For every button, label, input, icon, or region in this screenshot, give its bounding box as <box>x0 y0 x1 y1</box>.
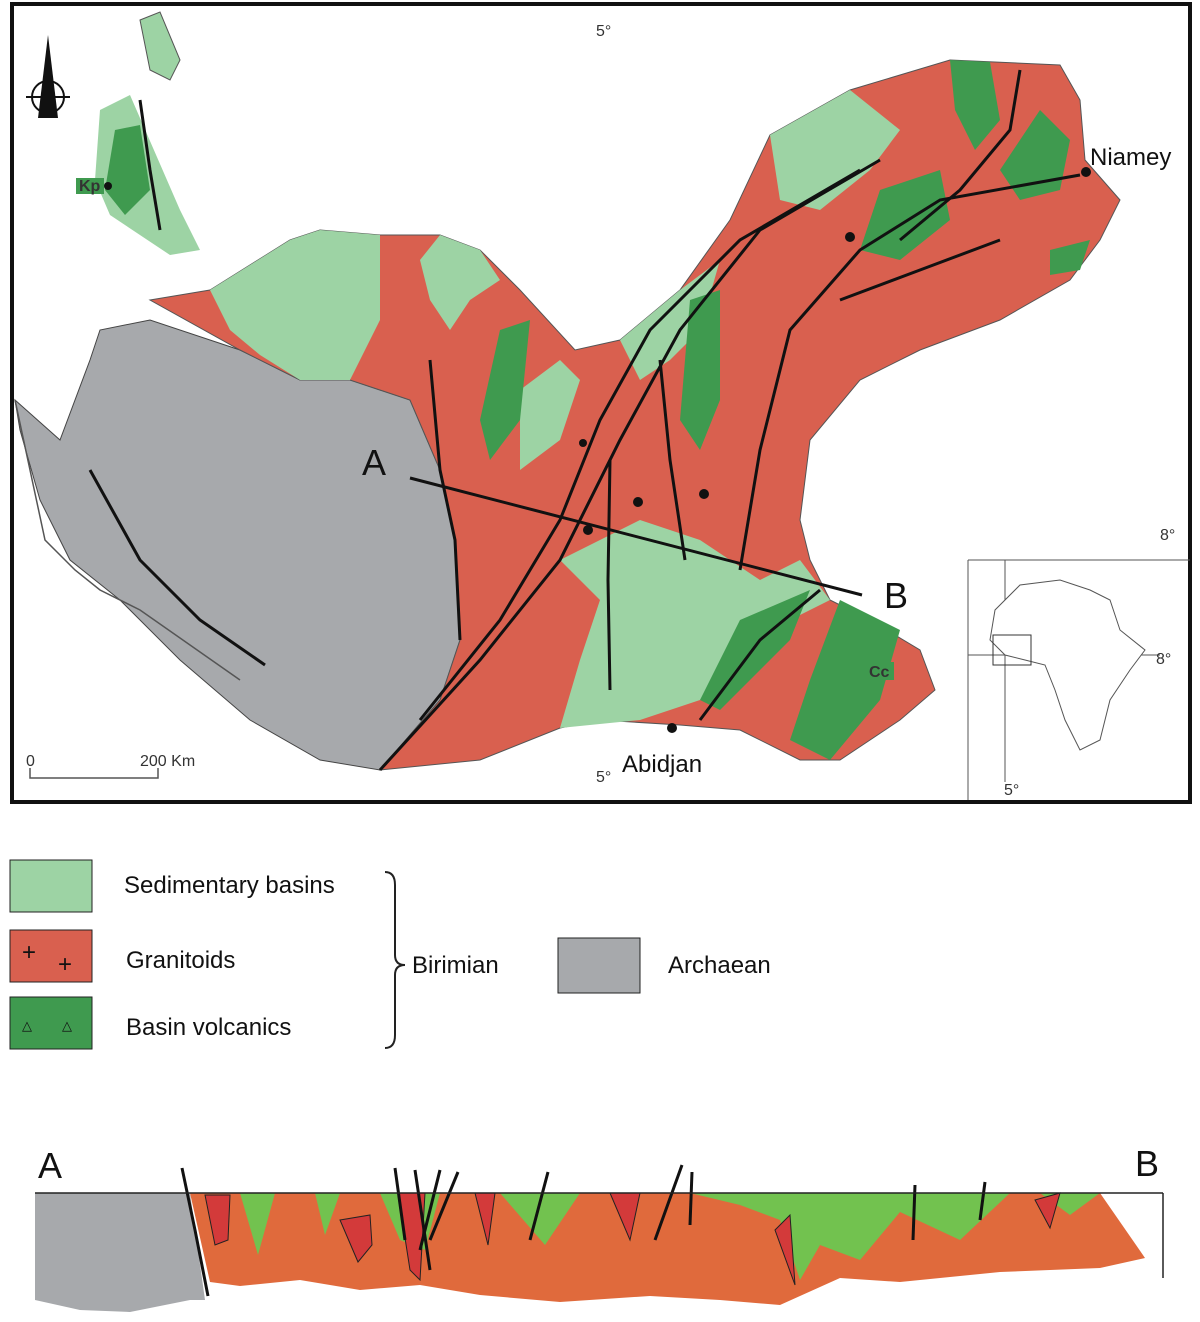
map-shape <box>738 173 1081 571</box>
map-shape <box>658 359 687 561</box>
legend-label: Basin volcanics <box>126 1014 291 1041</box>
map-shape <box>104 182 112 190</box>
sedimentary-basin <box>210 230 380 380</box>
map-shape <box>500 1193 580 1245</box>
basin-volcanics <box>105 125 150 215</box>
legend-swatch <box>9 929 93 983</box>
map-shape <box>839 238 1001 302</box>
map-shape <box>633 497 643 507</box>
legend-swatch <box>9 996 93 1050</box>
map-shape <box>583 525 593 535</box>
graticule-label: 5° <box>596 23 611 40</box>
map-shape <box>88 469 266 667</box>
sedimentary-basin <box>520 360 580 470</box>
graticule-label: 8° <box>1160 527 1175 544</box>
graticule-label: 5° <box>596 769 611 786</box>
basin-volcanics <box>1000 110 1070 200</box>
legend-label: Granitoids <box>126 947 235 974</box>
map-shape <box>992 634 1032 666</box>
unit-box <box>76 178 104 194</box>
section-start: A <box>38 1145 62 1186</box>
map-shape <box>180 1167 210 1297</box>
legend-label: Sedimentary basins <box>124 872 335 899</box>
map-shape <box>418 1169 442 1251</box>
swatch-symbol: △ <box>62 1018 72 1033</box>
map-shape <box>138 99 162 231</box>
map-shape <box>989 579 1146 751</box>
profile-start: A <box>362 442 386 483</box>
inset-label: 5° <box>1004 782 1019 799</box>
map-shape <box>29 768 159 779</box>
map-shape <box>315 1193 340 1235</box>
map-shape <box>688 1171 694 1226</box>
map-shape <box>204 1194 231 1246</box>
map-shape <box>240 1193 275 1255</box>
map: A B Niamey Abidjan Kp Cc 5° 5° 8° 0 200 … <box>10 2 1192 804</box>
archaean-block <box>35 1193 205 1312</box>
map-shape <box>699 489 709 499</box>
map-shape <box>899 69 1022 242</box>
profile-end: B <box>884 575 908 616</box>
inset-map: 8° 5° <box>967 559 1190 800</box>
swatch-symbol: + <box>22 939 36 966</box>
unit-label: Kp <box>79 178 101 195</box>
legend-swatch <box>557 937 641 994</box>
unit-label: Cc <box>869 664 890 681</box>
coastline <box>14 399 241 681</box>
basin-volcanics <box>950 60 1000 150</box>
map-shape <box>38 35 58 118</box>
map-shape <box>698 588 821 721</box>
faults <box>88 69 1081 772</box>
inset-label: 8° <box>1156 651 1171 668</box>
map-shape <box>428 1171 460 1241</box>
swatch-symbol: + <box>58 951 72 978</box>
place-label: Niamey <box>1090 144 1171 171</box>
map-shape <box>845 232 855 242</box>
section-granites <box>204 1192 1061 1286</box>
cross-section: A B <box>35 1143 1164 1312</box>
unit-box <box>866 662 894 680</box>
sedimentary-basin <box>420 235 500 330</box>
swatch-symbol: △ <box>22 1018 32 1033</box>
scale-bar: 0 200 Km <box>26 753 195 779</box>
map-shape <box>1034 1192 1061 1230</box>
scale-label: 0 <box>26 753 35 770</box>
map-shape <box>1081 167 1091 177</box>
profile-line <box>409 476 863 597</box>
map-shape <box>413 1169 432 1271</box>
sedimentary-basin <box>770 90 900 210</box>
north-arrow <box>26 35 70 118</box>
map-shape <box>774 1213 796 1286</box>
legend: Sedimentary basins + + Granitoids △ △ Ba… <box>9 859 771 1050</box>
town-dots <box>104 167 1091 733</box>
map-shape <box>428 359 462 641</box>
map-shape <box>606 459 612 691</box>
legend-swatch <box>9 859 93 913</box>
legend-label: Archaean <box>668 952 771 979</box>
legend-group: Birimian <box>412 952 499 979</box>
map-shape <box>667 723 677 733</box>
basin-volcanics <box>1050 240 1090 275</box>
legend-brace <box>384 871 406 1049</box>
map-shape <box>393 1167 407 1241</box>
map-shape <box>690 1193 1010 1280</box>
map-shape <box>418 168 861 721</box>
map-shape <box>911 1184 917 1241</box>
basin-volcanics <box>480 320 530 460</box>
map-shape <box>528 1171 550 1241</box>
basin-volcanics <box>680 290 720 450</box>
sedimentary-basin <box>139 11 181 81</box>
map-shape <box>339 1214 373 1263</box>
map-shape <box>579 439 587 447</box>
sedimentary-basin <box>620 260 720 380</box>
sedimentary-basin <box>560 520 830 728</box>
place-label: Abidjan <box>622 751 702 778</box>
basin-volcanics <box>790 600 900 760</box>
section-end: B <box>1135 1143 1159 1184</box>
map-shape <box>978 1181 987 1221</box>
scale-label: 200 Km <box>140 753 195 770</box>
section-faults <box>180 1164 987 1297</box>
map-shape <box>653 1164 684 1241</box>
